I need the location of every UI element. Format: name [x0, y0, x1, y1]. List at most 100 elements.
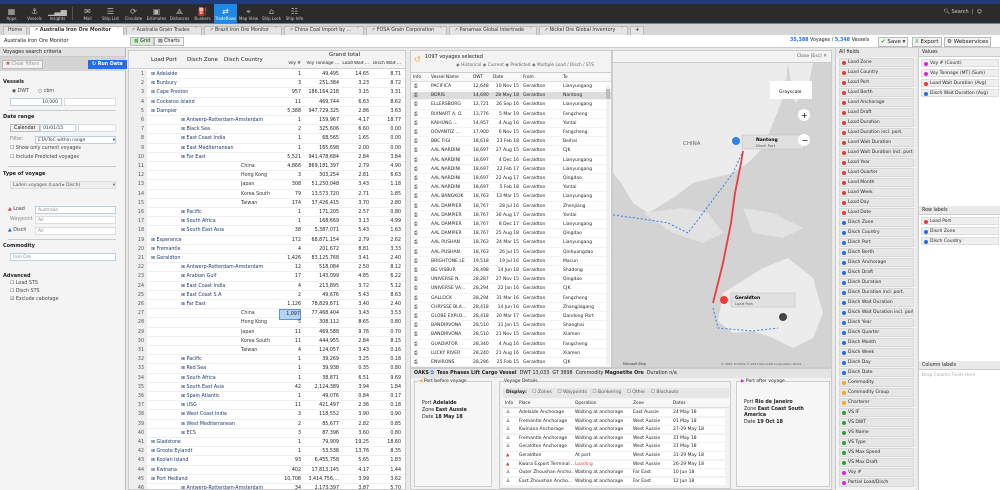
cell-value[interactable]: 3.15: [358, 90, 369, 96]
cell-value[interactable]: 159,967: [319, 118, 339, 123]
cell-value[interactable]: 12: [294, 265, 301, 271]
cell-value[interactable]: 5.43: [358, 228, 369, 234]
row-label[interactable]: ⊞ South East Asia: [181, 228, 224, 234]
table-row[interactable]: 30 Korea South 11 444,955 2.84 8.15: [129, 336, 405, 346]
voyage-row[interactable]: ⎙ AAL PUSHAN 18,763 26 Jul 15 Geraldton Qinhu…: [411, 249, 611, 257]
toolbar-distances-button[interactable]: ⟁ Distances: [168, 4, 191, 23]
row-label[interactable]: ⊞ Far East: [181, 154, 206, 160]
tab-close-icon[interactable]: ˅: [355, 28, 360, 33]
cell-value[interactable]: 13,573,720: [311, 191, 339, 197]
info-icon[interactable]: ⎙: [414, 295, 418, 301]
table-row[interactable]: 10 ⊞ Far East 5,521 941,478,684 2.84 3.84: [129, 152, 405, 162]
voyage-row[interactable]: ⎙ GUADIATOR 28,340 4 Aug 16 Geraldton Fangche…: [411, 341, 611, 349]
field-item-load-zone[interactable]: Load Zone: [839, 58, 914, 67]
voyage-row[interactable]: ⎙ AAL BANGKOK 18,763 13 Mar 15 Geraldton Lian…: [411, 193, 611, 202]
header-disch-zone[interactable]: Disch Zone: [187, 57, 218, 63]
table-row[interactable]: 26 ⊞ Far East 1,126 78,829,671 3.40 2.40: [129, 300, 405, 310]
field-item-disch-port[interactable]: Disch Port: [839, 238, 914, 247]
cell-value[interactable]: 77,468,404: [311, 311, 339, 317]
value-field[interactable]: Load Wait Duration (Avg): [921, 79, 999, 87]
row-label[interactable]: ⊞ Dampier: [151, 108, 178, 114]
cell-value[interactable]: 2: [297, 421, 301, 427]
field-item-load-week[interactable]: Load Week: [839, 188, 914, 197]
table-row[interactable]: 9 ⊞ East Mediterranean 1 165,698 2.00 0.00: [129, 143, 405, 153]
cell-value[interactable]: 39,269: [322, 357, 339, 363]
cell-value[interactable]: 1.63: [390, 228, 401, 234]
info-icon[interactable]: ⎙: [414, 323, 418, 329]
row-label[interactable]: ⊞ Antwerp-Rotterdam-Amsterdam: [181, 265, 264, 271]
cell-value[interactable]: 124,057: [319, 348, 339, 353]
field-item-disch-date[interactable]: Disch Date: [839, 368, 914, 377]
row-label[interactable]: ⊞ Pacific: [181, 210, 202, 215]
cell-value[interactable]: 3.33: [390, 246, 401, 252]
cell-value[interactable]: 1.83: [390, 458, 401, 464]
table-row[interactable]: 11 China 4,866 869,181,397 2.79 4.90: [129, 162, 405, 172]
table-row[interactable]: 36 ⊞ Spain Atlantic 1 49,076 0.84 0.17: [129, 392, 405, 402]
table-row[interactable]: 7 ⊞ Black Sea 2 325,606 6.60 0.00: [129, 125, 405, 135]
table-row[interactable]: 20 ⊞ Fremantle 4 201,672 8.81 3.33: [129, 244, 405, 254]
pivot-column-header[interactable]: Voy #: [288, 61, 301, 66]
cell-value[interactable]: 0.35: [358, 366, 369, 372]
table-row[interactable]: 8 ⊞ East Coast India 1 68,565 1.65 0.00: [129, 134, 405, 144]
cell-value[interactable]: 9.69: [390, 375, 401, 381]
row-label[interactable]: ⊞ Antwerp-Rotterdam-Amsterdam: [181, 486, 264, 490]
toolbar-bunkers-button[interactable]: ⛽ Bunkers: [191, 4, 214, 23]
toolbar-circulate-button[interactable]: ⟳ Circulate: [122, 4, 145, 23]
cell-value[interactable]: 2.84: [358, 338, 369, 344]
cell-value[interactable]: 39,938: [322, 366, 339, 372]
info-icon[interactable]: ⎙: [414, 203, 418, 209]
toolbar-vessels-button[interactable]: ⚓ Vessels: [23, 4, 46, 23]
cell-value[interactable]: 4.90: [390, 164, 401, 169]
pivot-column-header[interactable]: Voy Tonnage ...: [306, 61, 339, 66]
tab-close-icon[interactable]: ˅: [438, 28, 442, 33]
include-predicted-checkbox[interactable]: ☐ Include Predicted voyages: [10, 155, 79, 160]
cell-value[interactable]: 168,669: [319, 219, 339, 225]
voyage-row[interactable]: ⎙ UNIVERSE VA... 28,294 22 Jan 16 Geraldton C…: [411, 285, 611, 294]
field-item-load-duration[interactable]: Load Duration: [839, 118, 914, 127]
toolbar-ship-list-button[interactable]: ☰ Ship List: [99, 4, 122, 23]
run-data-button[interactable]: ↻ Run Data: [88, 60, 127, 69]
info-icon[interactable]: ⎙: [414, 314, 418, 319]
row-label[interactable]: ⊞ Koolan Island: [151, 458, 189, 464]
cell-value[interactable]: 0.80: [390, 430, 401, 436]
tab-close-icon[interactable]: ˅: [619, 28, 624, 33]
cell-value[interactable]: 3.63: [390, 108, 401, 114]
voyage-row[interactable]: ⎙ AAL NARDINI 18,697 27 Aug 15 Geraldton CJK: [411, 147, 611, 156]
row-label[interactable]: ⊞ Far East: [181, 302, 206, 307]
cell-value[interactable]: 869,181,397: [308, 164, 339, 169]
field-item-load-month[interactable]: Load Month: [839, 178, 914, 187]
row-label[interactable]: Taiwan: [241, 200, 258, 206]
row-label[interactable]: Korea South: [241, 338, 271, 344]
table-row[interactable]: 27 China 1,097 77,468,404 3.43 3.53: [129, 309, 405, 321]
info-icon[interactable]: ⎙: [414, 332, 418, 338]
cell-value[interactable]: 19.25: [355, 440, 369, 445]
field-item-disch-wait-duration-incl-port-[interactable]: Disch Wait Duration incl. port.: [839, 308, 914, 317]
row-label[interactable]: ⊞ Esperance: [151, 237, 182, 243]
cell-value[interactable]: 0.18: [390, 403, 401, 409]
voyage-row[interactable]: ⎙ AAL NARDINI 18,697 22 Feb 17 Geraldton Lian…: [411, 166, 611, 175]
cell-value[interactable]: 0.16: [390, 348, 401, 353]
cell-value[interactable]: 2.62: [390, 237, 401, 243]
cell-value[interactable]: 17: [294, 274, 301, 280]
cell-value[interactable]: 79,909: [322, 440, 339, 445]
field-item-disch-berth[interactable]: Disch Berth: [839, 248, 914, 257]
cell-value[interactable]: 518,084: [319, 265, 339, 271]
voyage-row[interactable]: ⎙ KAIHUNG ... 14,957 4 Aug 16 Geraldton Yanta…: [411, 120, 611, 129]
load-sts-checkbox[interactable]: ☐ Load STS: [10, 281, 38, 286]
value-field[interactable]: Voy Tonnage (MT) (Sum): [921, 69, 999, 77]
cell-value[interactable]: 3: [297, 81, 301, 87]
cell-value[interactable]: 5.70: [390, 486, 401, 490]
voyage-row[interactable]: ⎙ BBC FIGI 18,618 23 Feb 18 Geraldton Beihai: [411, 138, 611, 147]
voyage-row[interactable]: ⎙ LUCKY RIVER 28,240 21 Aug 16 Geraldton Xiam…: [411, 350, 611, 359]
cell-value[interactable]: 11: [294, 403, 301, 409]
filter-select[interactable]: ETA/ToC within range ▾: [35, 136, 116, 144]
cell-value[interactable]: 0.80: [390, 210, 401, 215]
row-label-field[interactable]: Load Port: [921, 217, 999, 225]
close-map-button[interactable]: Close (Esc) ✕: [796, 54, 827, 59]
voyage-row[interactable]: ⎙ UNIVERSE N. 28,287 27 Nov 15 Geraldton Qing…: [411, 276, 611, 285]
cell-value[interactable]: 79: [294, 191, 301, 197]
add-tab-button[interactable]: +: [630, 26, 645, 35]
row-label[interactable]: ⊞ ECS: [181, 430, 196, 436]
field-item-disch-duration[interactable]: Disch Duration: [839, 278, 914, 287]
cell-value[interactable]: 2.40: [390, 302, 401, 307]
